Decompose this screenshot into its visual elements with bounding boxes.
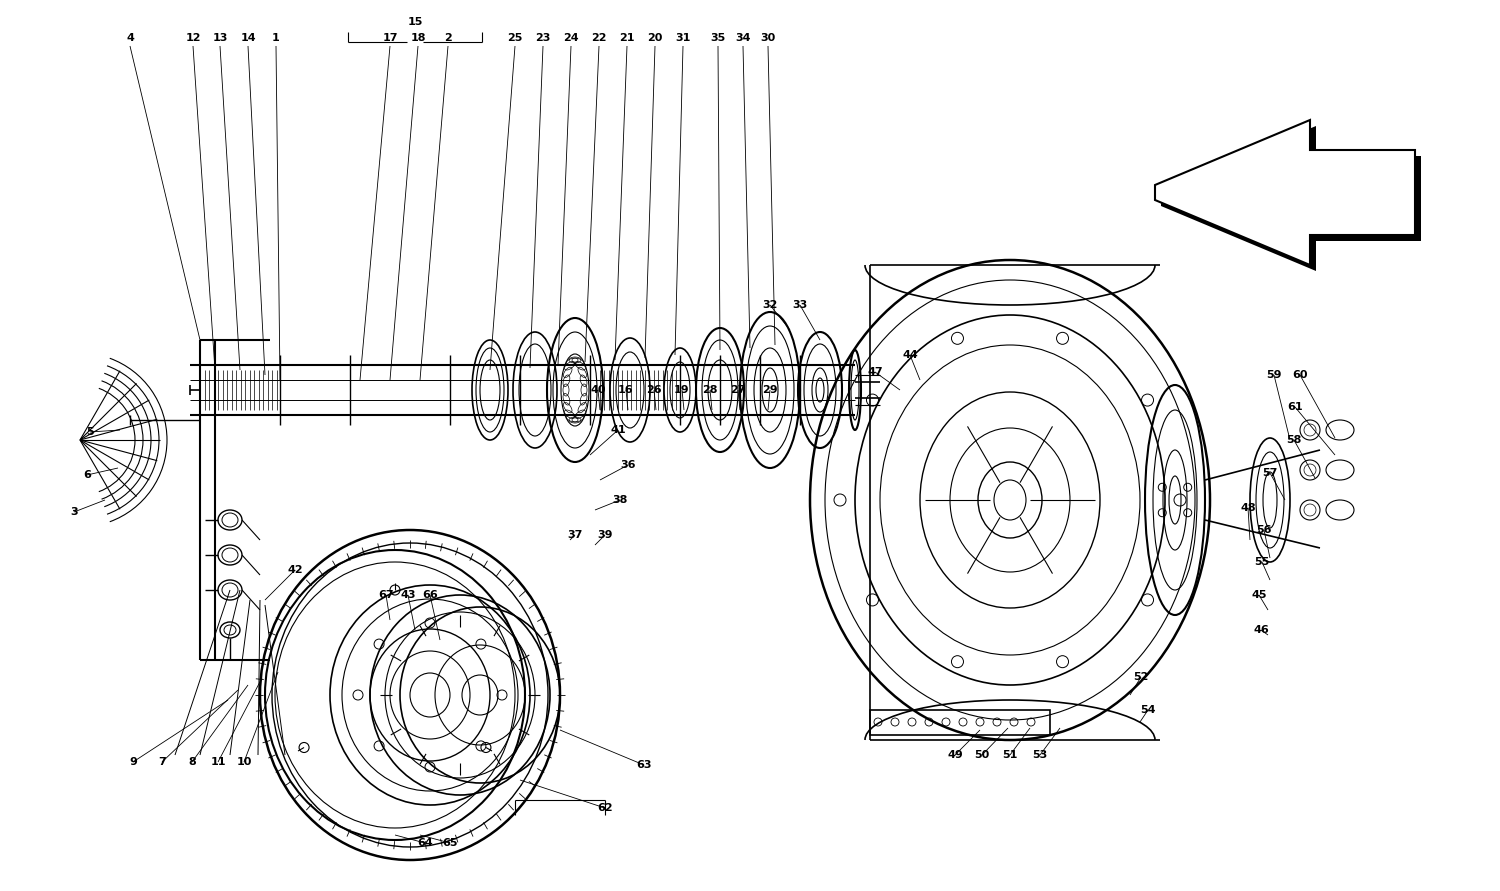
Text: 17: 17	[382, 33, 398, 43]
Text: 30: 30	[760, 33, 776, 43]
Text: 40: 40	[590, 385, 606, 395]
Bar	[870, 710, 1050, 735]
Text: 50: 50	[975, 750, 990, 760]
Text: 9: 9	[129, 757, 136, 767]
Text: 54: 54	[1140, 705, 1155, 715]
Text: 31: 31	[675, 33, 690, 43]
Text: 6: 6	[82, 470, 92, 480]
Text: 29: 29	[762, 385, 778, 395]
Text: 52: 52	[1134, 672, 1149, 682]
Text: 47: 47	[867, 367, 883, 377]
Text: 37: 37	[567, 530, 582, 540]
Text: 39: 39	[597, 530, 612, 540]
Text: 64: 64	[417, 838, 434, 848]
Text: 14: 14	[240, 33, 256, 43]
Text: 48: 48	[1240, 503, 1256, 513]
Text: 62: 62	[597, 803, 613, 813]
Text: 11: 11	[210, 757, 226, 767]
Polygon shape	[1155, 120, 1414, 265]
Text: 2: 2	[444, 33, 452, 43]
Text: 25: 25	[507, 33, 522, 43]
Text: 55: 55	[1254, 557, 1269, 567]
Text: 57: 57	[1263, 468, 1278, 478]
Text: 45: 45	[1251, 590, 1266, 600]
Text: 12: 12	[186, 33, 201, 43]
Text: 1: 1	[272, 33, 280, 43]
Text: 28: 28	[702, 385, 717, 395]
Polygon shape	[1161, 126, 1420, 271]
Text: 4: 4	[126, 33, 134, 43]
Text: 41: 41	[610, 425, 626, 435]
Text: 43: 43	[400, 590, 416, 600]
Text: 20: 20	[648, 33, 663, 43]
Text: 56: 56	[1256, 525, 1272, 535]
Text: 49: 49	[946, 750, 963, 760]
Text: 26: 26	[646, 385, 662, 395]
Text: 27: 27	[730, 385, 746, 395]
Text: 58: 58	[1287, 435, 1302, 445]
Text: 7: 7	[158, 757, 166, 767]
Text: 42: 42	[286, 565, 303, 575]
Text: 61: 61	[1287, 402, 1304, 412]
Text: 44: 44	[902, 350, 918, 360]
Text: 23: 23	[536, 33, 550, 43]
Text: 34: 34	[735, 33, 750, 43]
Text: 8: 8	[188, 757, 196, 767]
Text: 65: 65	[442, 838, 458, 848]
Text: 59: 59	[1266, 370, 1281, 380]
Text: 46: 46	[1252, 625, 1269, 635]
Text: 33: 33	[792, 300, 807, 310]
Text: 5: 5	[86, 427, 94, 437]
Text: 19: 19	[674, 385, 690, 395]
Text: 51: 51	[1002, 750, 1017, 760]
Text: 63: 63	[636, 760, 651, 770]
Text: 32: 32	[762, 300, 777, 310]
Text: 3: 3	[70, 507, 78, 517]
Text: 66: 66	[422, 590, 438, 600]
Text: 10: 10	[237, 757, 252, 767]
Text: 53: 53	[1032, 750, 1047, 760]
Text: 38: 38	[612, 495, 627, 505]
Text: 15: 15	[408, 17, 423, 27]
Text: 35: 35	[711, 33, 726, 43]
Text: 22: 22	[591, 33, 606, 43]
Text: 67: 67	[378, 590, 394, 600]
Text: 21: 21	[620, 33, 634, 43]
Text: 60: 60	[1292, 370, 1308, 380]
Text: 36: 36	[620, 460, 636, 470]
Text: 16: 16	[618, 385, 634, 395]
Text: 24: 24	[562, 33, 579, 43]
Text: 18: 18	[411, 33, 426, 43]
Text: 13: 13	[213, 33, 228, 43]
